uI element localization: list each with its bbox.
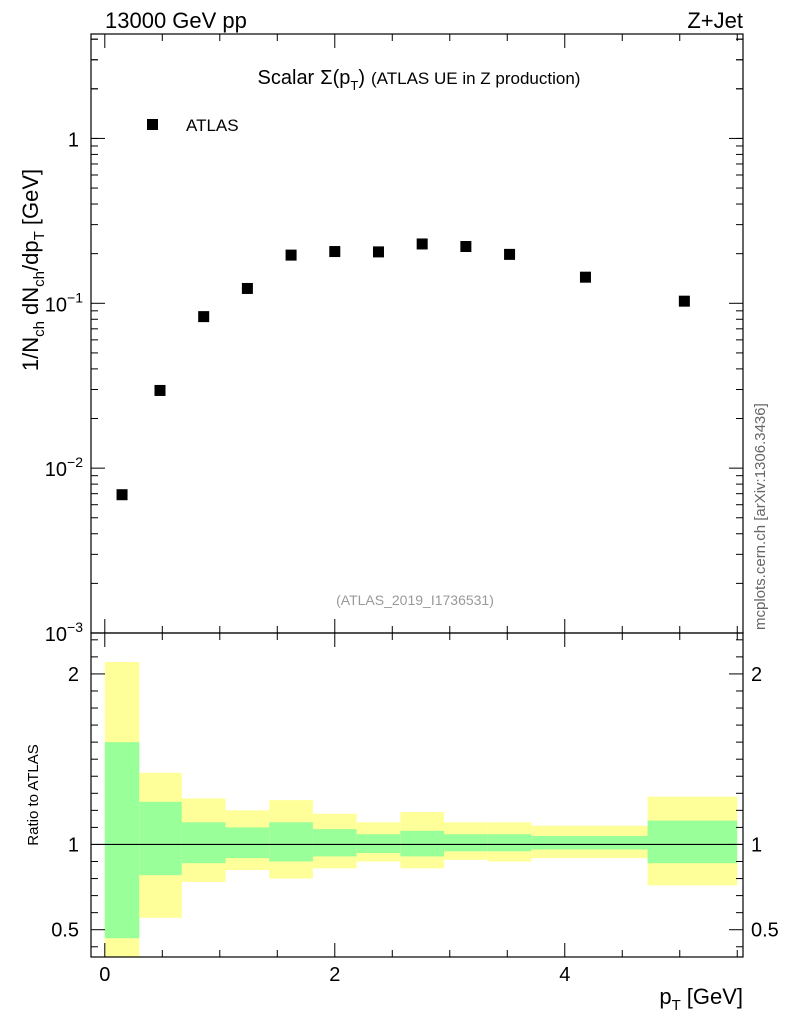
- data-point: [116, 489, 128, 501]
- ratio-band-inner-7: [400, 830, 445, 857]
- ratio-y-tick-label-right: 2: [751, 664, 762, 686]
- x-tick-label: 0: [99, 964, 110, 986]
- y-tick-label: 1: [68, 129, 79, 151]
- data-point: [678, 295, 690, 307]
- ratio-band-inner-2: [181, 822, 226, 864]
- data-point: [329, 246, 341, 258]
- x-tick-label: 4: [559, 964, 570, 986]
- data-point: [241, 282, 253, 294]
- ratio-y-tick-label: 1: [68, 834, 79, 856]
- ratio-plot: 0 2 4 2 2 1 1 0.5 0.5: [51, 632, 779, 986]
- ratio-xlabel: pT [GeV]: [659, 984, 743, 1014]
- credit-label: mcplots.cern.ch [arXiv:1306.3436]: [752, 403, 769, 630]
- ratio-y-tick-label-right: 1: [751, 834, 762, 856]
- ratio-frame: [90, 632, 744, 958]
- main-plot: 1 10−1 10−2 10−3: [45, 33, 744, 646]
- ratio-y-tick-label: 2: [68, 664, 79, 686]
- data-point: [579, 271, 591, 283]
- ratio-band-inner-3: [225, 827, 270, 859]
- analysis-watermark: (ATLAS_2019_I1736531): [336, 592, 494, 608]
- data-point: [416, 238, 428, 250]
- data-point: [460, 241, 472, 253]
- ratio-band-inner-0: [104, 742, 140, 939]
- legend-marker: [147, 119, 158, 130]
- data-point: [372, 246, 384, 258]
- legend-label: ATLAS: [186, 116, 239, 135]
- ratio-band-inner-5: [312, 829, 357, 857]
- ratio-band-inner-9: [487, 834, 532, 852]
- ratio-band-inner-8: [444, 834, 488, 852]
- ratio-band-inner-1: [139, 801, 182, 876]
- energy-label: 13000 GeV pp: [105, 8, 247, 33]
- main-frame: [90, 33, 744, 634]
- ratio-y-tick-label-right: 0.5: [751, 920, 779, 942]
- ratio-ylabel: Ratio to ATLAS: [25, 744, 42, 845]
- process-label: Z+Jet: [687, 8, 743, 33]
- y-tick-label: 10−2: [45, 454, 83, 481]
- y-tick-label: 10−1: [45, 289, 83, 316]
- data-point: [154, 384, 166, 396]
- ratio-y-tick-label: 0.5: [51, 920, 79, 942]
- ratio-band-inner-11: [647, 820, 738, 864]
- main-title: Scalar Σ(pT) (ATLAS UE in Z production): [258, 67, 581, 93]
- y-tick-label: 10−3: [45, 619, 83, 646]
- ratio-band-inner-10: [531, 835, 648, 850]
- ratio-band-inner-4: [269, 822, 313, 862]
- x-tick-label: 2: [329, 964, 340, 986]
- data-point: [198, 311, 210, 323]
- main-ylabel: 1/Nch dNch/dpT [GeV]: [18, 169, 48, 371]
- data-point: [285, 249, 297, 261]
- ratio-band-inner-6: [356, 834, 401, 853]
- data-point: [504, 248, 516, 260]
